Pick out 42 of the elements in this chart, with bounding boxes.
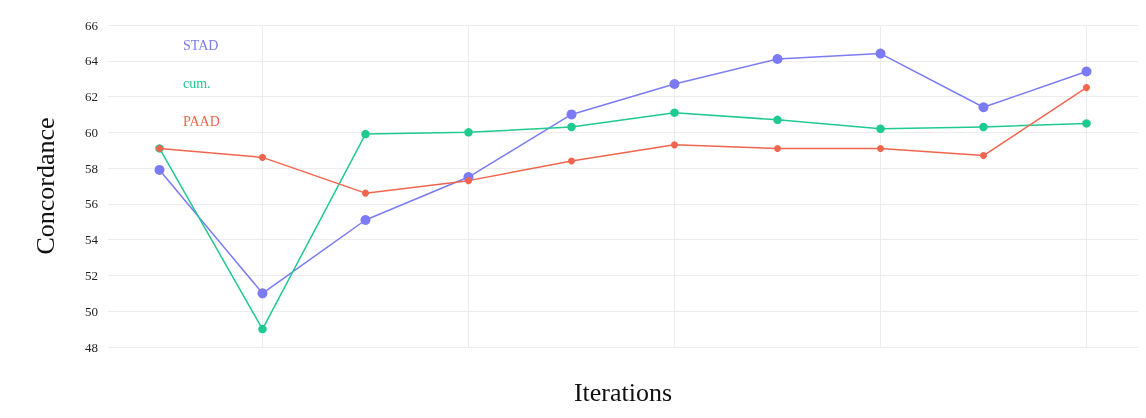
y-tick-label: 62 — [85, 89, 98, 105]
point — [876, 124, 885, 133]
y-tick-label: 52 — [85, 267, 98, 283]
y-axis-title: Concordance — [30, 117, 60, 255]
point — [670, 108, 679, 117]
y-tick-label: 56 — [85, 196, 99, 212]
point — [257, 288, 268, 299]
point — [464, 128, 473, 137]
y-tick-label: 48 — [85, 339, 98, 355]
point — [979, 122, 988, 132]
point — [978, 102, 989, 113]
y-tick-label: 54 — [85, 232, 99, 248]
point — [1083, 84, 1090, 92]
point — [1081, 66, 1092, 77]
x-axis-title: Iterations — [573, 377, 673, 407]
y-tick-label: 64 — [85, 53, 99, 69]
point — [980, 152, 987, 160]
point — [568, 157, 575, 165]
series-label: PAAD — [183, 113, 220, 129]
y-tick-label: 60 — [85, 124, 98, 140]
point — [259, 153, 266, 161]
point — [772, 53, 783, 64]
y-tick-label: 58 — [85, 160, 98, 176]
point — [671, 141, 678, 149]
point — [566, 109, 577, 120]
point — [258, 324, 267, 334]
point — [567, 122, 576, 132]
point — [773, 115, 782, 125]
text: cum. — [183, 75, 211, 91]
text: STAD — [183, 37, 219, 53]
point — [875, 48, 886, 59]
point — [362, 189, 369, 197]
point — [774, 144, 781, 152]
point — [669, 79, 680, 90]
point — [1082, 119, 1091, 128]
point — [877, 144, 884, 152]
point — [360, 214, 371, 225]
y-tick-label: 50 — [85, 303, 98, 319]
point — [154, 164, 165, 175]
point — [361, 129, 370, 139]
y-tick-label: 66 — [85, 17, 99, 33]
point — [465, 177, 472, 185]
